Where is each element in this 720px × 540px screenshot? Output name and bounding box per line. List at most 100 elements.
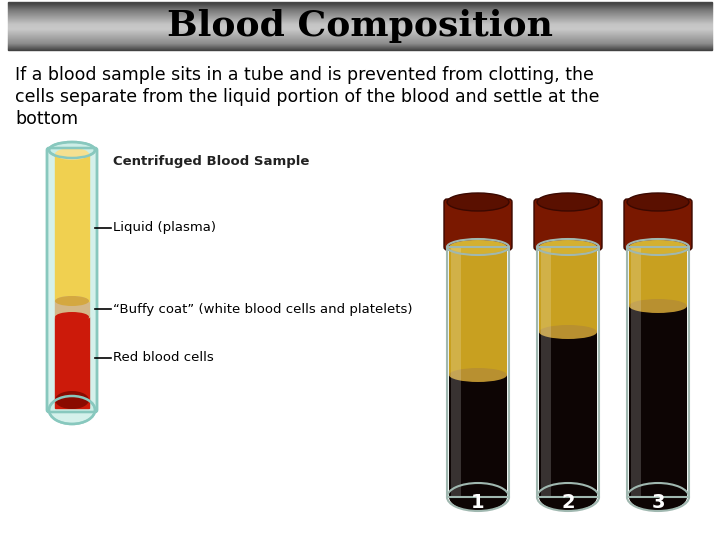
Ellipse shape — [629, 240, 687, 254]
Bar — [8, 16, 712, 17]
Bar — [449, 247, 507, 375]
Text: Blood Composition: Blood Composition — [167, 9, 553, 43]
Bar — [537, 247, 599, 497]
Ellipse shape — [55, 296, 89, 306]
Bar — [8, 4, 712, 5]
Bar — [629, 247, 687, 306]
Text: bottom: bottom — [15, 110, 78, 128]
Ellipse shape — [55, 296, 89, 306]
Bar — [8, 18, 712, 19]
Bar — [8, 39, 712, 40]
FancyBboxPatch shape — [534, 199, 602, 250]
Bar — [8, 17, 712, 18]
Bar — [8, 10, 712, 11]
Bar — [8, 19, 712, 20]
Bar — [8, 28, 712, 29]
Bar — [8, 37, 712, 38]
Bar — [8, 15, 712, 16]
Ellipse shape — [629, 299, 687, 313]
Bar — [8, 48, 712, 49]
Bar — [8, 36, 712, 37]
Ellipse shape — [539, 325, 597, 339]
Bar — [8, 2, 712, 3]
Bar — [8, 22, 712, 23]
Ellipse shape — [449, 483, 507, 511]
Bar — [8, 3, 712, 4]
FancyBboxPatch shape — [624, 199, 692, 250]
Bar — [8, 30, 712, 31]
Bar — [451, 247, 461, 497]
Bar — [541, 247, 551, 497]
Bar — [8, 32, 712, 33]
Bar — [539, 247, 597, 332]
Bar — [8, 42, 712, 43]
Bar — [8, 49, 712, 50]
Text: 1: 1 — [471, 492, 485, 511]
Bar — [539, 332, 597, 497]
Bar — [55, 154, 89, 301]
Bar — [8, 5, 712, 6]
Bar — [631, 247, 641, 497]
Bar — [8, 27, 712, 28]
Bar — [8, 6, 712, 7]
Bar — [8, 43, 712, 44]
Bar — [447, 247, 509, 497]
Bar — [8, 41, 712, 42]
Bar — [8, 45, 712, 46]
Ellipse shape — [627, 193, 689, 211]
Bar — [629, 306, 687, 497]
Ellipse shape — [49, 142, 95, 158]
Bar — [8, 20, 712, 21]
Ellipse shape — [447, 193, 509, 211]
FancyBboxPatch shape — [444, 199, 512, 250]
FancyBboxPatch shape — [47, 148, 97, 412]
Bar — [8, 40, 712, 41]
Text: Liquid (plasma): Liquid (plasma) — [113, 221, 216, 234]
Bar — [8, 13, 712, 14]
Ellipse shape — [55, 391, 89, 409]
Ellipse shape — [629, 483, 687, 511]
Ellipse shape — [49, 396, 95, 424]
Ellipse shape — [539, 483, 597, 511]
Bar — [8, 44, 712, 45]
Text: “Buffy coat” (white blood cells and platelets): “Buffy coat” (white blood cells and plat… — [113, 302, 413, 315]
Bar — [8, 7, 712, 8]
Bar — [447, 247, 509, 497]
Bar — [8, 8, 712, 9]
Text: 2: 2 — [561, 492, 575, 511]
Bar — [55, 317, 89, 408]
Bar — [8, 31, 712, 32]
Bar — [8, 38, 712, 39]
Ellipse shape — [55, 312, 89, 322]
Text: 3: 3 — [652, 492, 665, 511]
Bar — [8, 29, 712, 30]
Bar — [8, 46, 712, 47]
Bar — [8, 26, 712, 27]
Bar — [8, 33, 712, 34]
Bar — [8, 21, 712, 22]
Bar — [55, 301, 89, 317]
Bar — [627, 247, 689, 497]
Bar — [8, 47, 712, 48]
Text: If a blood sample sits in a tube and is prevented from clotting, the: If a blood sample sits in a tube and is … — [15, 66, 594, 84]
Bar — [8, 14, 712, 15]
Text: cells separate from the liquid portion of the blood and settle at the: cells separate from the liquid portion o… — [15, 88, 600, 106]
Bar — [8, 24, 712, 25]
Bar — [8, 23, 712, 24]
Bar — [8, 35, 712, 36]
Bar — [8, 12, 712, 13]
Ellipse shape — [539, 240, 597, 254]
Bar — [8, 25, 712, 26]
Bar — [537, 247, 599, 497]
Bar — [449, 375, 507, 497]
Ellipse shape — [537, 193, 599, 211]
Ellipse shape — [55, 148, 89, 160]
Text: Centrifuged Blood Sample: Centrifuged Blood Sample — [113, 155, 310, 168]
Ellipse shape — [449, 368, 507, 382]
Bar — [8, 9, 712, 10]
Bar — [627, 247, 689, 497]
Text: Red blood cells: Red blood cells — [113, 351, 214, 364]
Ellipse shape — [449, 240, 507, 254]
Bar — [8, 34, 712, 35]
Bar — [8, 11, 712, 12]
